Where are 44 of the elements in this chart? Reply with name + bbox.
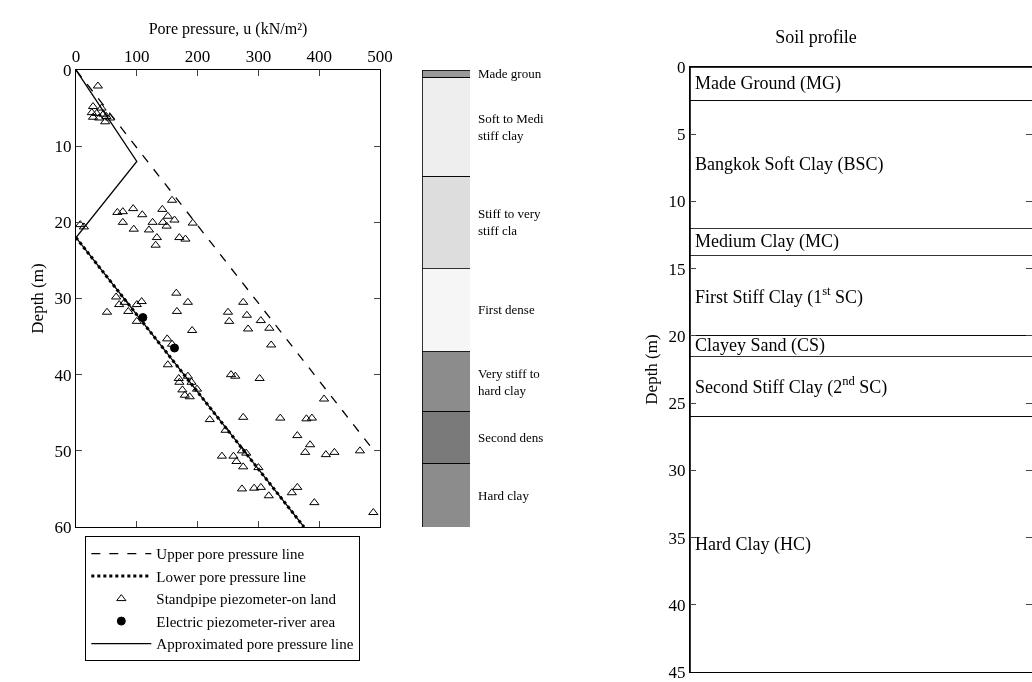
- y-axis-title: Depth (m): [28, 263, 48, 334]
- series-label: Medium Clay (MC): [695, 231, 839, 252]
- series-label: Second dens: [478, 430, 544, 445]
- series-label: Hard Clay (HC): [695, 534, 811, 555]
- legend-label: Electric piezometer-river area: [156, 613, 336, 630]
- legend-label: Standpipe piezometer-on land: [156, 591, 337, 608]
- y-axis-title: Depth (m): [642, 334, 662, 405]
- series-label: Very stiff to hard clay: [478, 366, 540, 398]
- y-tick-label: 10: [668, 192, 686, 212]
- x-tick-label: 400: [306, 47, 332, 66]
- y-tick-label: 20: [54, 213, 72, 233]
- series-label: Stiff to very stiff cla: [478, 206, 542, 238]
- y-tick-label: 30: [54, 289, 72, 309]
- y-tick-label: 60: [54, 517, 72, 537]
- series-label: Bangkok Soft Clay (BSC): [695, 154, 884, 175]
- y-tick-label: 45: [668, 662, 686, 682]
- y-tick-label: 0: [62, 60, 72, 80]
- y-tick-label: 40: [54, 365, 72, 385]
- series-label: Clayey Sand (CS): [695, 335, 825, 356]
- x-tick-label: 500: [367, 47, 393, 66]
- y-tick-label: 35: [668, 528, 686, 548]
- x-tick-label: 200: [184, 47, 211, 66]
- y-tick-label: 40: [668, 595, 686, 615]
- series-label: Made Ground (MG): [695, 73, 841, 94]
- series-label: Hard clay: [478, 488, 530, 503]
- series-label: First dense: [478, 302, 535, 317]
- x-axis-title: Pore pressure, u (kN/m²): [148, 20, 308, 38]
- x-tick-label: 300: [245, 47, 272, 66]
- series-label: Second Stiff Clay (2$^{nd}$ SC): [695, 374, 888, 398]
- x-tick-label: 100: [124, 47, 150, 66]
- series-label: Soft to Medi stiff clay: [478, 111, 545, 143]
- y-tick-label: 10: [54, 137, 72, 157]
- y-tick-label: 30: [668, 461, 686, 481]
- legend-label: Lower pore pressure line: [156, 568, 307, 585]
- y-tick-label: 20: [668, 326, 686, 346]
- legend-label: Approximated pore pressure line: [156, 636, 354, 653]
- y-tick-label: 25: [668, 394, 686, 414]
- y-tick-label: 15: [668, 259, 686, 279]
- chart-title: Soil profile: [775, 27, 857, 48]
- legend-label: Upper pore pressure line: [156, 546, 305, 563]
- series-label: Made groun: [478, 66, 542, 81]
- y-tick-label: 50: [54, 441, 72, 461]
- y-tick-label: 5: [676, 125, 686, 145]
- series-label: First Stiff Clay (1$^{st}$ SC): [695, 284, 864, 308]
